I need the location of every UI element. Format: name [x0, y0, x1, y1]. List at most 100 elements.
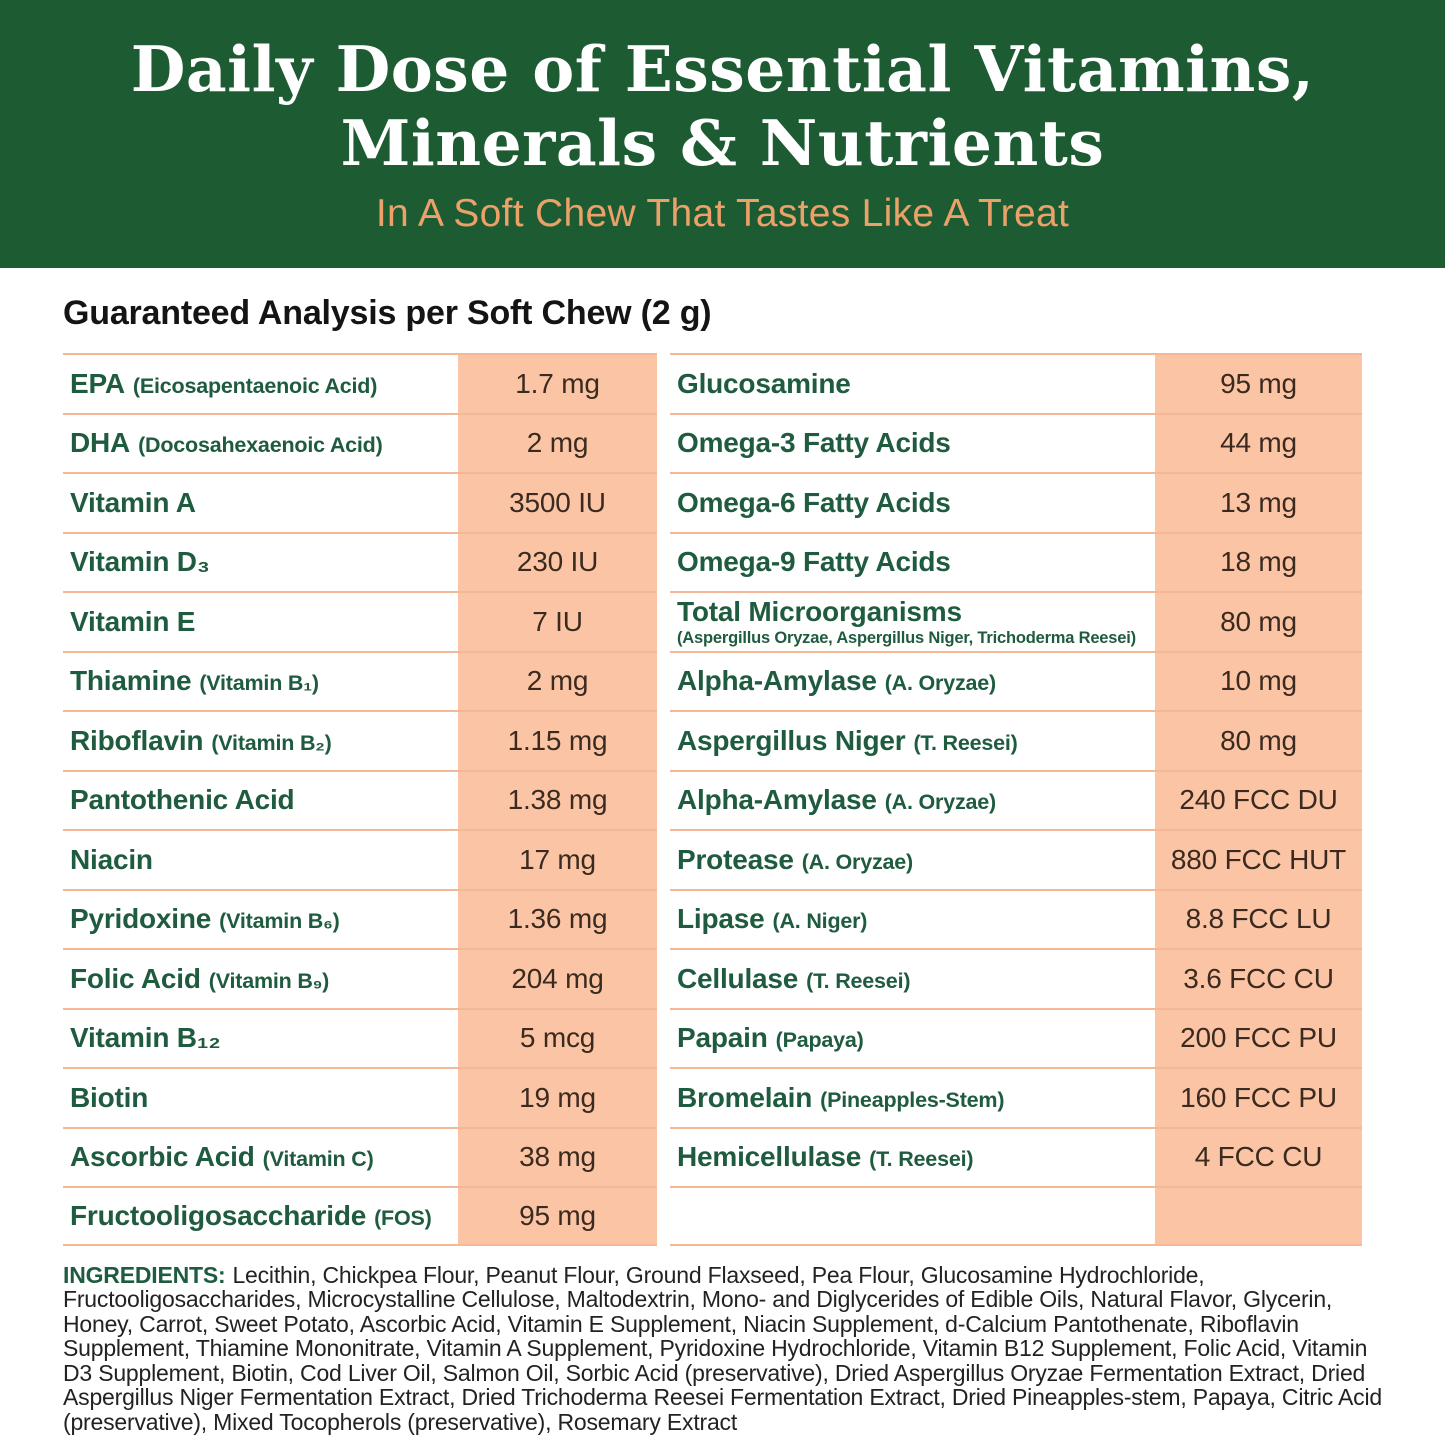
nutrient-name: Papain	[677, 1022, 768, 1054]
nutrient-name: DHA	[70, 427, 131, 459]
nutrient-value-cell: 19 mg	[458, 1067, 657, 1127]
nutrient-value-cell: 80 mg	[1155, 591, 1362, 651]
nutrient-name: Omega-9 Fatty Acids	[677, 546, 951, 578]
nutrient-value-cell: 4 FCC CU	[1155, 1126, 1362, 1186]
nutrient-label-cell: Niacin	[63, 829, 458, 889]
nutrient-name: Vitamin E	[70, 605, 196, 637]
nutrient-label-line: Riboflavin (Vitamin B₂)	[70, 725, 458, 757]
nutrient-note: (Vitamin B₆)	[219, 909, 340, 934]
nutrient-value-cell: 1.7 mg	[458, 353, 657, 413]
nutrient-name: Pyridoxine	[70, 903, 212, 935]
nutrient-note: (FOS)	[374, 1205, 432, 1230]
nutrient-label-cell: Protease (A. Oryzae)	[670, 829, 1155, 889]
nutrient-label-cell: Omega-3 Fatty Acids	[670, 412, 1155, 472]
nutrient-value-cell: 8.8 FCC LU	[1155, 888, 1362, 948]
nutrient-name: Bromelain	[677, 1081, 813, 1113]
nutrient-name: Alpha-Amylase	[677, 665, 877, 697]
nutrient-name: Pantothenic Acid	[70, 784, 295, 816]
nutrient-label-line: Protease (A. Oryzae)	[677, 844, 1155, 876]
guaranteed-analysis-heading: Guaranteed Analysis per Soft Chew (2 g)	[63, 294, 712, 332]
nutrient-name: Riboflavin	[70, 724, 204, 756]
table-column-gap	[657, 472, 670, 532]
nutrient-name: Vitamin B₁₂	[70, 1022, 221, 1054]
nutrient-label-line: Ascorbic Acid (Vitamin C)	[70, 1141, 458, 1173]
nutrient-note: (Papaya)	[775, 1028, 864, 1053]
page-subtitle: In A Soft Chew That Tastes Like A Treat	[375, 192, 1070, 236]
nutrient-value-cell: 17 mg	[458, 829, 657, 889]
nutrient-value-cell: 160 FCC PU	[1155, 1067, 1362, 1127]
nutrient-value-cell: 95 mg	[1155, 353, 1362, 413]
nutrient-label-line: Aspergillus Niger (T. Reesei)	[677, 725, 1155, 757]
nutrient-value-cell	[1155, 1186, 1362, 1246]
nutrient-label-cell: Hemicellulase (T. Reesei)	[670, 1126, 1155, 1186]
nutrient-label-cell: Biotin	[63, 1067, 458, 1127]
nutrient-label-cell: Vitamin D₃	[63, 531, 458, 591]
nutrient-label-line: Omega-6 Fatty Acids	[677, 487, 1155, 519]
nutrient-label-line: Niacin	[70, 844, 458, 876]
page-title: Daily Dose of Essential Vitamins, Minera…	[131, 32, 1315, 181]
nutrient-label-line: Glucosamine	[677, 368, 1155, 400]
nutrient-label-line: Vitamin A	[70, 487, 458, 519]
nutrient-label-cell: Alpha-Amylase (A. Oryzae)	[670, 650, 1155, 710]
nutrient-note: (T. Reesei)	[869, 1147, 974, 1172]
nutrient-value-cell: 2 mg	[458, 412, 657, 472]
nutrient-label-cell: Total Microorganisms (Aspergillus Oryzae…	[670, 591, 1155, 651]
nutrient-name: Ascorbic Acid	[70, 1141, 255, 1173]
nutrient-name: Thiamine	[70, 665, 192, 697]
nutrient-label-line: Pyridoxine (Vitamin B₆)	[70, 903, 458, 935]
table-column-gap	[657, 1067, 670, 1127]
table-column-gap	[657, 829, 670, 889]
nutrient-label-cell: Pantothenic Acid	[63, 769, 458, 829]
nutrient-label-line: DHA (Docosahexaenoic Acid)	[70, 427, 458, 459]
nutrient-label-line: Hemicellulase (T. Reesei)	[677, 1141, 1155, 1173]
nutrient-note: (Pineapples-Stem)	[820, 1087, 1005, 1112]
nutrient-label-line: Alpha-Amylase (A. Oryzae)	[677, 784, 1155, 816]
nutrient-label-cell: Vitamin A	[63, 472, 458, 532]
table-column-gap	[657, 1186, 670, 1246]
nutrient-name: Aspergillus Niger	[677, 724, 906, 756]
nutrient-value-cell: 1.38 mg	[458, 769, 657, 829]
title-line-1: Daily Dose of Essential Vitamins,	[130, 31, 1315, 106]
header-banner: Daily Dose of Essential Vitamins, Minera…	[0, 0, 1445, 268]
nutrient-note: (Vitamin B₉)	[208, 968, 330, 993]
nutrient-label-line: Biotin	[70, 1082, 458, 1114]
nutrient-label-cell: Alpha-Amylase (A. Oryzae)	[670, 769, 1155, 829]
nutrient-name: Niacin	[70, 843, 153, 875]
nutrient-label-line: Omega-9 Fatty Acids	[677, 546, 1155, 578]
nutrient-value-cell: 204 mg	[458, 948, 657, 1008]
nutrient-label-line: Papain (Papaya)	[677, 1022, 1155, 1054]
nutrient-label-cell: Folic Acid (Vitamin B₉)	[63, 948, 458, 1008]
nutrient-label-line: Vitamin E	[70, 606, 458, 638]
nutrient-label-cell: Vitamin E	[63, 591, 458, 651]
nutrient-label-line: Omega-3 Fatty Acids	[677, 427, 1155, 459]
nutrient-value-cell: 38 mg	[458, 1126, 657, 1186]
nutrient-note: (A. Oryzae)	[884, 671, 997, 696]
nutrient-label-cell: Cellulase (T. Reesei)	[670, 948, 1155, 1008]
nutrient-label-cell	[670, 1186, 1155, 1246]
ingredients-label: INGREDIENTS:	[63, 1261, 226, 1288]
table-column-gap	[657, 1126, 670, 1186]
title-line-2: Minerals & Nutrients	[340, 106, 1105, 180]
nutrient-label-line: Alpha-Amylase (A. Oryzae)	[677, 665, 1155, 697]
nutrient-label-cell: Lipase (A. Niger)	[670, 888, 1155, 948]
nutrient-label-line: EPA (Eicosapentaenoic Acid)	[70, 368, 458, 400]
nutrient-value-cell: 880 FCC HUT	[1155, 829, 1362, 889]
nutrient-note: (Vitamin B₁)	[199, 671, 319, 696]
nutrient-label-cell: Thiamine (Vitamin B₁)	[63, 650, 458, 710]
nutrient-label-cell: Pyridoxine (Vitamin B₆)	[63, 888, 458, 948]
table-column-gap	[657, 1007, 670, 1067]
nutrient-name: Alpha-Amylase	[677, 784, 877, 816]
nutrient-note: (Vitamin C)	[262, 1147, 374, 1172]
nutrient-label-cell: Riboflavin (Vitamin B₂)	[63, 710, 458, 770]
nutrient-name: Fructooligosaccharide	[70, 1199, 367, 1231]
table-column-gap	[657, 769, 670, 829]
nutrient-value-cell: 5 mcg	[458, 1007, 657, 1067]
nutrient-note: (A. Niger)	[772, 909, 868, 934]
nutrient-name: Vitamin D₃	[70, 546, 210, 578]
nutrient-note: (T. Reesei)	[806, 968, 911, 993]
table-column-gap	[657, 353, 670, 413]
nutrient-label-line: Vitamin D₃	[70, 546, 458, 578]
table-column-gap	[657, 710, 670, 770]
nutrient-name: Omega-3 Fatty Acids	[677, 427, 951, 459]
nutrient-label-cell: Bromelain (Pineapples-Stem)	[670, 1067, 1155, 1127]
